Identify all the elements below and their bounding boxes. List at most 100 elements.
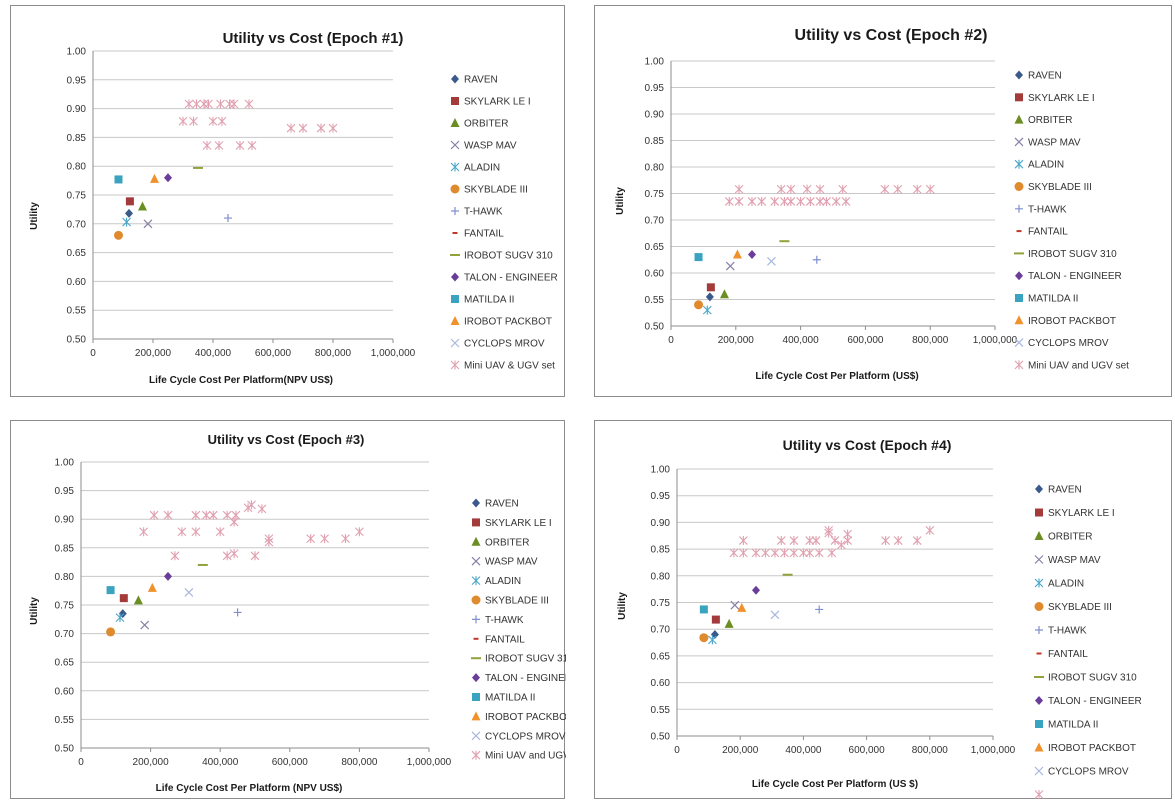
y-tick-label: 0.80 <box>645 163 665 174</box>
data-point <box>147 582 157 592</box>
data-point <box>711 615 720 624</box>
data-point <box>149 510 159 520</box>
data-point <box>770 196 780 206</box>
data-point <box>264 534 274 544</box>
x-axis-label: Life Cycle Cost Per Platform (NPV US$) <box>156 783 343 794</box>
y-tick-label: 0.80 <box>651 571 671 582</box>
y-tick-label: 0.50 <box>55 744 75 755</box>
legend-entry-label: WASP MAV <box>1048 555 1101 566</box>
data-point <box>150 173 159 183</box>
legend-entry-label: TALON - ENGINEER <box>464 273 558 284</box>
data-point <box>752 585 760 595</box>
y-tick-label: 0.95 <box>67 75 87 86</box>
data-points <box>106 500 364 637</box>
x-axis-label: Life Cycle Cost Per Platform (US $) <box>752 779 918 790</box>
data-point <box>202 140 212 150</box>
x-tick-label: 600,000 <box>272 757 309 768</box>
data-point <box>719 289 729 299</box>
legend-entry-label: CYCLOPS MROV <box>464 339 545 350</box>
data-point <box>814 548 824 558</box>
data-point <box>710 630 719 640</box>
data-point <box>827 548 837 558</box>
legend-entry-label: SKYBLADE III <box>1048 602 1112 613</box>
y-tick-label: 0.65 <box>651 651 671 662</box>
legend-marker <box>1015 204 1023 213</box>
y-tick-label: 0.85 <box>55 543 75 554</box>
legend-entry-label: ALADIN <box>1028 160 1064 171</box>
legend-entry-label: T-HAWK <box>1028 204 1067 215</box>
chart-svg-epoch-4: Utility vs Cost (Epoch #4) Utility Life … <box>617 437 1142 799</box>
data-point <box>770 610 780 620</box>
legend-entry-label: ALADIN <box>485 576 521 587</box>
legend-entry-label: CYCLOPS MROV <box>485 731 566 742</box>
y-tick-label: 0.70 <box>67 219 87 230</box>
chart-svg-epoch-1: Utility vs Cost (Epoch #1) Utility Life … <box>29 30 558 386</box>
data-point <box>694 300 704 310</box>
data-point <box>893 184 903 194</box>
legend-entry-label: IROBOT PACKBOT <box>1028 316 1116 327</box>
legend-marker <box>1034 578 1044 588</box>
chart-svg-epoch-3: Utility vs Cost (Epoch #3) Utility Life … <box>29 432 566 794</box>
data-point <box>737 602 747 612</box>
data-point <box>724 618 734 628</box>
chart-panel-epoch-2: Utility vs Cost (Epoch #2) Utility Life … <box>594 5 1172 397</box>
data-points <box>114 99 338 240</box>
x-tick-label: 800,000 <box>912 745 949 756</box>
y-axis-label: Utility <box>29 597 40 625</box>
x-axis-label: Life Cycle Cost Per Platform (US$) <box>755 371 918 382</box>
data-point <box>225 99 234 109</box>
data-point <box>815 605 824 614</box>
data-point <box>184 587 194 597</box>
y-tick-label: 0.60 <box>55 686 75 697</box>
legend-entry-label: MATILDA II <box>485 693 535 704</box>
x-tick-label: 1,000,000 <box>407 757 452 768</box>
data-point <box>298 123 308 133</box>
x-tick-label: 0 <box>674 745 680 756</box>
y-tick-label: 0.55 <box>67 306 87 317</box>
legend-entry-label: Mini UAV & UGV set <box>464 361 555 372</box>
legend-marker <box>471 711 481 721</box>
data-point <box>786 184 796 194</box>
legend: RAVEN SKYLARK LE I ORBITER WASP MAV ALADIN SK… <box>450 74 558 372</box>
y-tick-label: 0.95 <box>645 83 665 94</box>
data-point <box>776 184 786 194</box>
data-point <box>189 116 198 126</box>
data-point <box>786 196 796 206</box>
y-tick-label: 0.55 <box>645 295 665 306</box>
legend-marker <box>1014 315 1024 325</box>
data-point <box>164 173 172 183</box>
data-point <box>222 551 232 561</box>
y-tick-label: 0.75 <box>55 601 75 612</box>
legend-entry-label: SKYLARK LE I <box>464 97 531 108</box>
legend-entry-label: RAVEN <box>485 499 519 510</box>
x-tick-label: 800,000 <box>341 757 378 768</box>
data-point <box>725 261 735 271</box>
legend-marker <box>1015 294 1023 302</box>
legend-entry-label: IROBOT SUGV 310 <box>1048 673 1137 684</box>
data-point <box>192 99 201 109</box>
y-tick-label: 0.85 <box>645 136 665 147</box>
x-tick-label: 800,000 <box>315 348 352 359</box>
data-point <box>125 197 134 206</box>
data-point <box>164 571 172 581</box>
chart-title: Utility vs Cost (Epoch #1) <box>223 30 404 47</box>
y-tick-label: 0.80 <box>67 162 87 173</box>
data-point <box>776 536 786 546</box>
legend-entry-label: SKYBLADE III <box>485 596 549 607</box>
x-tick-label: 200,000 <box>722 745 759 756</box>
x-tick-label: 1,000,000 <box>371 348 416 359</box>
data-point <box>229 549 239 559</box>
x-tick-label: 1,000,000 <box>973 335 1018 346</box>
legend-marker <box>451 74 459 84</box>
data-point <box>184 99 194 109</box>
legend-marker <box>1035 484 1043 494</box>
legend-entry-label: ORBITER <box>1048 532 1092 543</box>
y-tick-label: 0.70 <box>651 625 671 636</box>
legend-entry-label: FANTAIL <box>1028 227 1068 238</box>
data-point <box>106 627 116 637</box>
legend-marker <box>1015 93 1023 102</box>
data-point <box>881 536 890 546</box>
x-tick-label: 400,000 <box>785 745 822 756</box>
data-point <box>815 196 825 206</box>
legend-marker <box>1014 114 1024 124</box>
